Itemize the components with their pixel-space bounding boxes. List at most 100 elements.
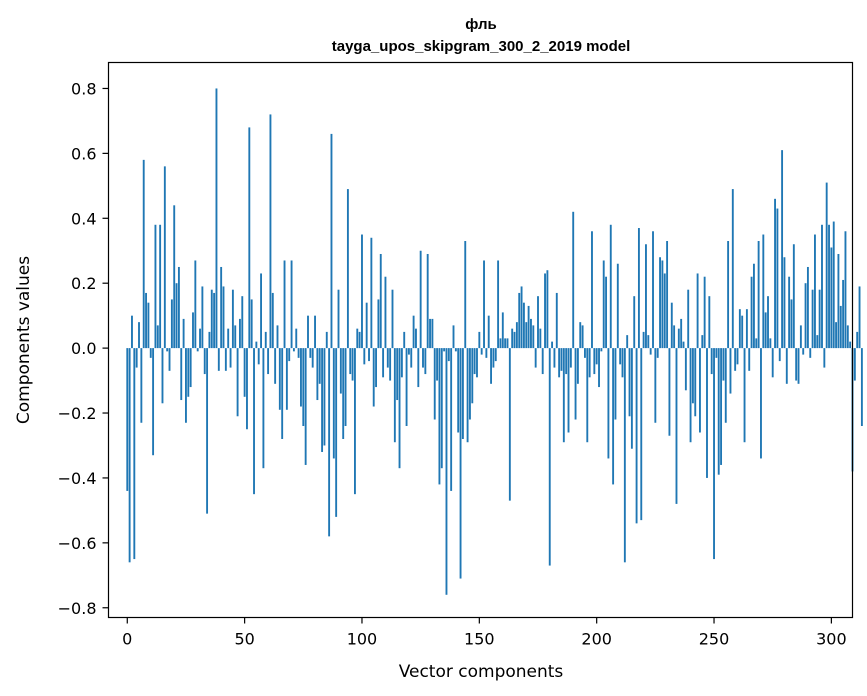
bar [605, 276, 608, 349]
bar [131, 315, 133, 349]
bar [316, 348, 319, 401]
bar [471, 348, 474, 404]
y-tick-label: −0.8 [58, 599, 97, 618]
bar [349, 348, 352, 375]
bar [339, 348, 342, 394]
bar [856, 331, 859, 349]
y-axis-label: Components values [14, 256, 34, 424]
chart-subtitle: tayga_upos_skipgram_300_2_2019 model [332, 38, 631, 55]
x-axis-ticks: 0 50 100 150 200 250 300 [122, 617, 847, 649]
bar [616, 263, 619, 349]
bar [253, 348, 255, 495]
bar [743, 348, 746, 443]
bar [689, 348, 692, 443]
bar [433, 348, 436, 420]
bar [257, 348, 260, 365]
bar [797, 348, 800, 384]
bar [558, 348, 561, 378]
bar [828, 224, 830, 349]
bar [241, 296, 244, 349]
bar [729, 348, 732, 394]
chart-title: фль [465, 16, 497, 33]
bar [135, 348, 138, 368]
bar [203, 348, 206, 375]
bar [311, 348, 314, 368]
bar [314, 315, 316, 349]
bar [760, 348, 762, 459]
bar [445, 348, 448, 595]
bar [494, 348, 497, 362]
bar [598, 348, 600, 388]
bar [189, 348, 192, 388]
bar [389, 348, 392, 381]
bar [269, 114, 272, 349]
bar [344, 348, 347, 426]
bar [429, 318, 431, 349]
y-tick-label: 0.8 [71, 79, 96, 98]
bar [574, 348, 577, 420]
bar [635, 348, 638, 524]
bar [769, 338, 772, 349]
bar [424, 348, 427, 375]
bar [724, 348, 727, 423]
bar [687, 289, 690, 349]
bar [375, 348, 377, 388]
bar [229, 348, 232, 368]
bar [504, 338, 507, 349]
x-tick-label: 50 [234, 630, 254, 649]
bar [215, 88, 218, 349]
bar [246, 348, 248, 430]
bar [220, 266, 223, 349]
bar [358, 331, 361, 349]
bar [457, 348, 460, 433]
bar [335, 348, 338, 517]
bar [537, 296, 539, 349]
bar [783, 257, 786, 349]
bar [185, 348, 187, 423]
bar [485, 348, 488, 358]
bar [447, 348, 450, 362]
bar [839, 305, 842, 349]
bar [544, 273, 546, 349]
bar [410, 348, 413, 368]
bar [161, 348, 164, 404]
y-tick-label: 0.2 [71, 274, 96, 293]
bar [201, 286, 204, 349]
bar [342, 348, 345, 439]
bar [487, 315, 490, 349]
bar [419, 250, 422, 349]
bar [300, 348, 302, 407]
bar [436, 348, 439, 381]
bar [804, 283, 807, 349]
bar [593, 348, 596, 375]
bar [734, 348, 737, 371]
bar [602, 260, 605, 349]
bar [830, 247, 833, 349]
bar [708, 296, 711, 349]
bar [400, 348, 403, 378]
bar [227, 328, 230, 349]
bar [138, 322, 140, 349]
bar [811, 289, 814, 349]
y-axis-ticks: −0.8 −0.6 −0.4 −0.2 0.0 0.2 0.4 0.6 0.8 [58, 79, 109, 618]
bar [304, 348, 307, 465]
bar [713, 348, 715, 560]
bar [264, 331, 267, 349]
bar [393, 348, 396, 443]
bar [321, 348, 324, 452]
bar [194, 260, 197, 349]
bar [492, 348, 495, 368]
bar [234, 325, 237, 349]
bar [832, 221, 835, 349]
bar [532, 325, 535, 349]
x-tick-label: 100 [347, 630, 378, 649]
bar [551, 341, 554, 349]
y-tick-label: −0.4 [58, 469, 97, 488]
bar [337, 289, 340, 349]
bar [354, 348, 356, 495]
bar [307, 315, 309, 349]
bar [696, 273, 699, 349]
bar [407, 348, 410, 355]
bar [771, 348, 774, 378]
bar [443, 348, 446, 352]
